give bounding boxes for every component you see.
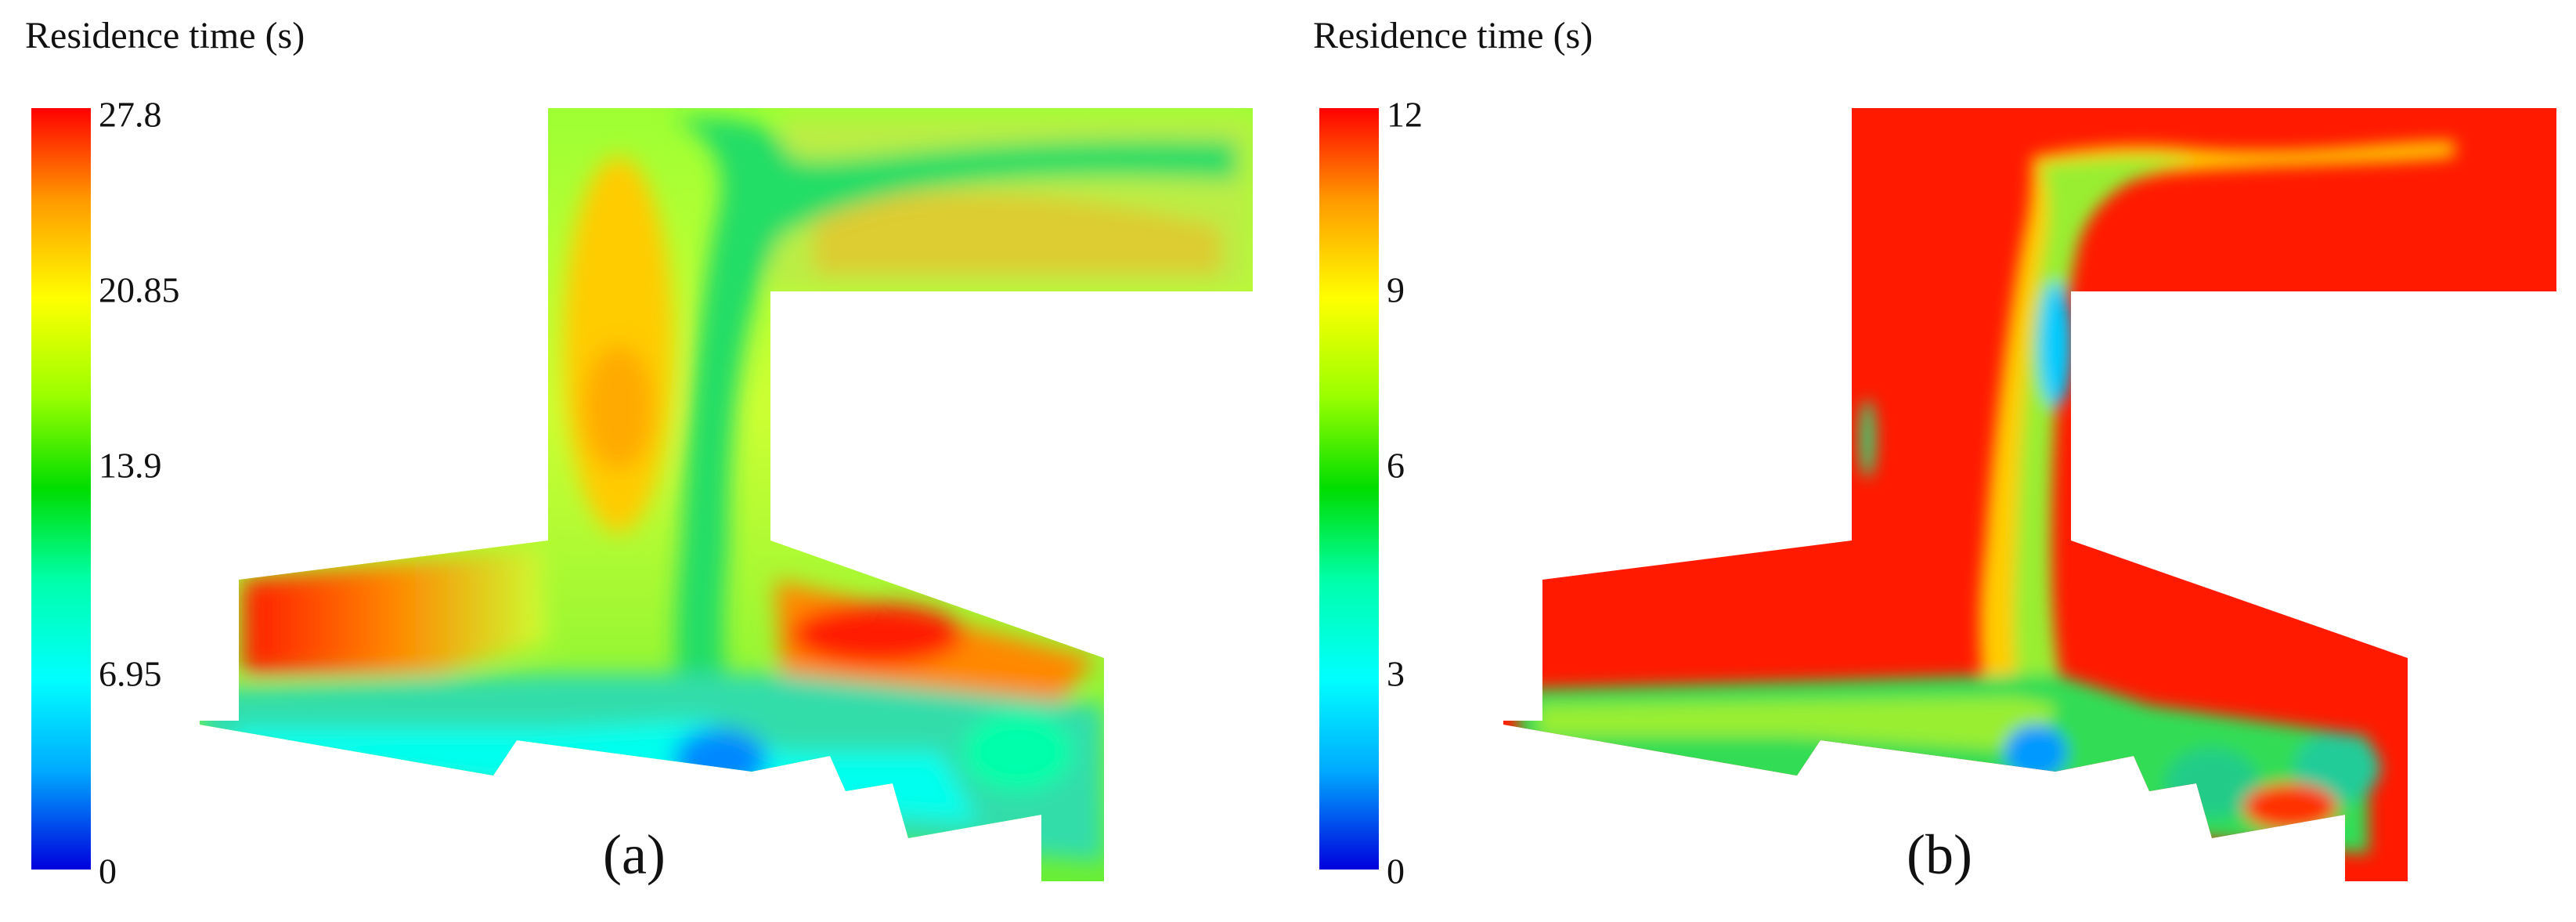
colorbar-tick-min: 0: [99, 851, 117, 891]
colorbar: [31, 108, 91, 870]
residence-time-field-b: [1503, 108, 2556, 881]
colorbar-tick-min: 0: [1387, 851, 1405, 891]
colorbar-tick-1q: 3: [1387, 653, 1405, 694]
residence-time-field-a: [200, 108, 1253, 881]
flow-contours-a: [200, 108, 1253, 881]
colorbar-tick-mid: 13.9: [99, 445, 162, 486]
colorbar-tick-max: 27.8: [99, 94, 162, 135]
colorbar-tick-mid: 6: [1387, 445, 1405, 486]
colorbar-title: Residence time (s): [25, 15, 305, 56]
colorbar-tick-3q: 9: [1387, 269, 1405, 310]
colorbar-title: Residence time (s): [1313, 15, 1593, 56]
subfigure-label: (b): [1907, 823, 1972, 886]
panel-b: Residence time (s) 12 9 6 3 0: [1288, 0, 2576, 922]
colorbar-tick-1q: 6.95: [99, 653, 162, 694]
panel-a: Residence time (s) 27.8 20.85 13.9 6.95 …: [25, 15, 1253, 891]
colorbar-tick-3q: 20.85: [99, 269, 180, 310]
flow-contours-b: [1503, 108, 2556, 881]
subfigure-label: (a): [603, 823, 666, 886]
colorbar-tick-max: 12: [1387, 94, 1423, 135]
colorbar: [1319, 108, 1379, 870]
